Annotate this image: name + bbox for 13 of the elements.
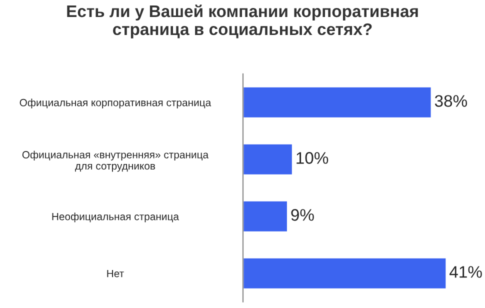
data-label: 38% (434, 95, 468, 107)
data-label: 41% (450, 266, 482, 278)
y-tick-label: Официальная корпоративная страница (20, 98, 212, 108)
bar (243, 200, 288, 233)
bar (243, 86, 432, 119)
y-tick-label: Официальная «внутренняя» страница для сотрудников (22, 150, 209, 172)
bar (243, 143, 294, 176)
data-label: 9% (291, 209, 314, 221)
chart-title: Есть ли у Вашей компании корпоративная страница в социальных сетях? (67, 4, 418, 38)
y-tick-label: Неофициальная страница (52, 212, 180, 222)
y-tick-label: Нет (107, 270, 124, 278)
data-label: 10% (296, 152, 328, 164)
bar (243, 256, 448, 290)
